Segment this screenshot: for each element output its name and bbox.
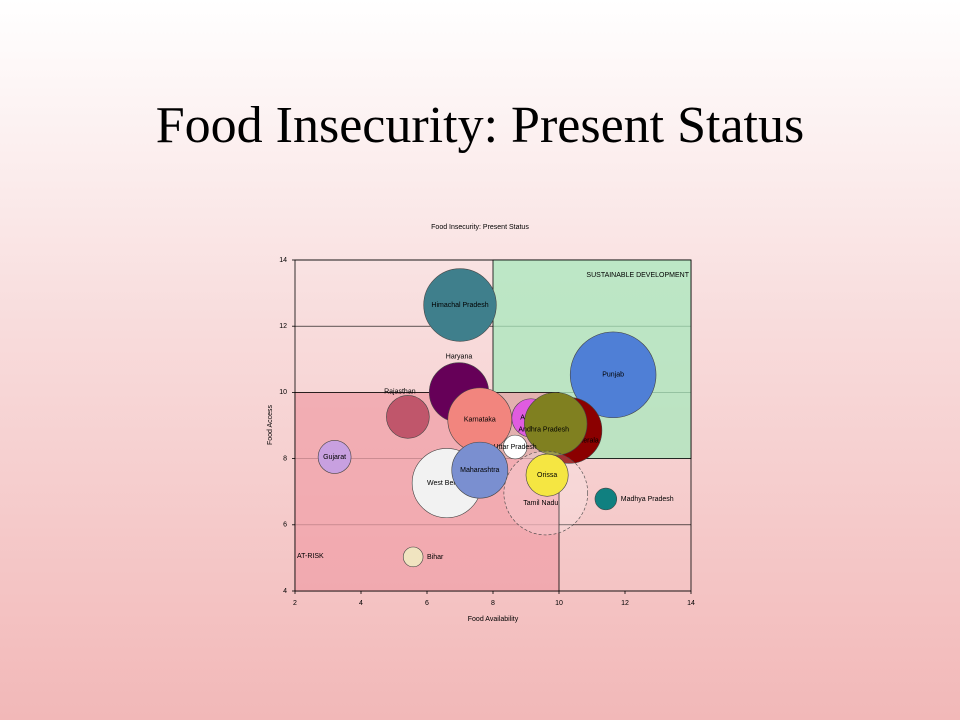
- bubble: [317, 440, 352, 474]
- x-tick-label: 6: [425, 600, 429, 607]
- bubble-label: Uttar Pradesh: [494, 444, 537, 451]
- y-axis-label: Food Access: [267, 404, 274, 445]
- bubble-label: Himachal Pradesh: [431, 302, 488, 309]
- bubble: [524, 392, 588, 456]
- slide-title: Food Insecurity: Present Status: [156, 97, 805, 154]
- x-tick-label: 4: [359, 600, 363, 607]
- y-tick-label: 14: [279, 257, 287, 264]
- y-tick-label: 12: [279, 323, 287, 330]
- y-tick-label: 10: [279, 389, 287, 396]
- bubble-label: West Bengal: [427, 480, 467, 487]
- y-tick-label: 8: [283, 455, 287, 462]
- bubble-label: Maharashtra: [460, 467, 499, 474]
- x-tick-label: 12: [621, 600, 629, 607]
- bubble: [451, 441, 509, 499]
- x-tick-label: 8: [491, 600, 495, 607]
- region-label: SUSTAINABLE DEVELOPMENT: [586, 272, 689, 279]
- bubble-label: Madhya Pradesh: [621, 496, 674, 503]
- bubble-label: Punjab: [602, 372, 624, 379]
- x-axis-label: Food Availability: [468, 616, 519, 623]
- x-tick-label: 2: [293, 600, 297, 607]
- bubble: [423, 268, 497, 342]
- y-tick-label: 4: [283, 588, 287, 595]
- y-tick-label: 6: [283, 522, 287, 529]
- bubble-label: Kerala: [579, 437, 599, 444]
- bubble-label: Andhra Pradesh: [518, 427, 569, 434]
- region-label: AT-RISK: [297, 553, 324, 560]
- bubble: [502, 434, 528, 460]
- bubble-label: Haryana: [446, 354, 473, 361]
- bubble-label: Orissa: [537, 472, 557, 479]
- bubble-label: Gujarat: [323, 454, 346, 461]
- bubble-label: Bihar: [427, 554, 444, 561]
- x-tick-label: 14: [687, 600, 695, 607]
- bubble: [525, 453, 569, 497]
- bubble-label: Karnataka: [464, 417, 496, 424]
- bubble-label: Tamil Nadu: [523, 500, 558, 507]
- bubble: [594, 487, 618, 511]
- x-tick-label: 10: [555, 600, 563, 607]
- bubble: [402, 546, 424, 568]
- bubble: [569, 331, 657, 419]
- bubble-label: Rajasthan: [384, 388, 416, 395]
- chart-title: Food Insecurity: Present Status: [431, 224, 529, 231]
- bubble: [386, 395, 430, 439]
